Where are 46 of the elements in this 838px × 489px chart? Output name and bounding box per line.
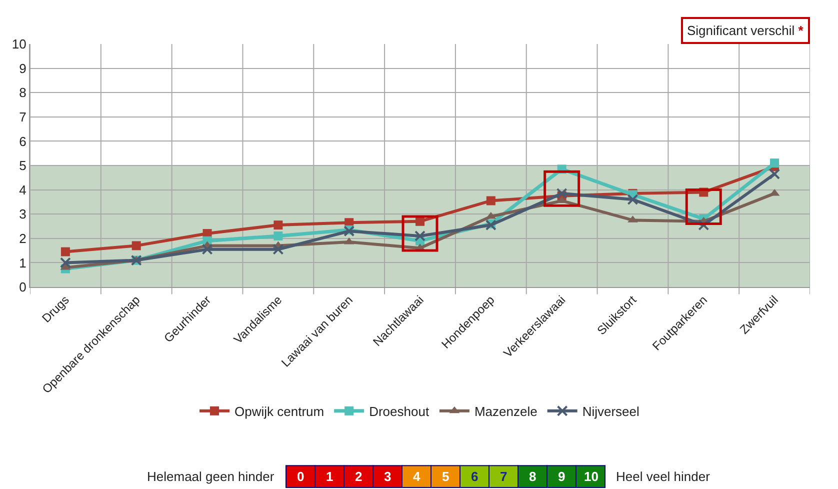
text: 1 xyxy=(326,469,334,484)
legend-label: Opwijk centrum xyxy=(234,404,324,419)
y-tick-label: 2 xyxy=(19,230,26,246)
point xyxy=(274,220,283,230)
y-tick-label: 10 xyxy=(12,36,26,52)
point xyxy=(486,196,496,206)
text: Helemaal geen hinder xyxy=(147,469,275,484)
legend-label: Mazenzele xyxy=(474,404,538,419)
y-tick-label: 6 xyxy=(19,134,26,149)
point xyxy=(627,194,638,206)
text: 7 xyxy=(500,469,508,484)
point xyxy=(770,158,780,168)
text: 3 xyxy=(384,469,392,484)
legend-label: Droeshout xyxy=(369,404,430,419)
y-tick-label: 9 xyxy=(19,60,26,76)
legend-label: Nijverseel xyxy=(582,404,640,419)
text: 6 xyxy=(471,469,478,484)
y-tick-label: 1 xyxy=(19,255,26,270)
point xyxy=(485,220,496,231)
point xyxy=(698,220,710,231)
y-tick-label: 0 xyxy=(19,280,26,295)
y-tick-label: 7 xyxy=(19,109,26,124)
y-tick-label: 3 xyxy=(19,206,26,222)
point xyxy=(544,170,580,207)
point xyxy=(769,168,780,180)
text: 10 xyxy=(584,469,598,484)
y-tick-label: 4 xyxy=(19,182,26,198)
point xyxy=(344,226,355,237)
point xyxy=(274,231,283,240)
text: Significant verschil * xyxy=(687,23,804,38)
y-tick-label: 8 xyxy=(19,85,26,100)
point xyxy=(202,244,213,255)
point xyxy=(402,215,438,252)
point xyxy=(685,188,722,226)
point xyxy=(272,244,284,255)
text: 0 xyxy=(297,469,304,484)
text: Heel veel hinder xyxy=(616,469,711,484)
y-tick-label: 5 xyxy=(19,158,26,174)
text: 2 xyxy=(355,469,362,484)
point xyxy=(132,241,141,250)
text: 9 xyxy=(558,469,566,484)
point xyxy=(60,257,71,268)
point xyxy=(60,247,70,256)
text: 4 xyxy=(413,469,421,484)
text: 8 xyxy=(529,469,536,484)
text: 5 xyxy=(442,469,450,484)
